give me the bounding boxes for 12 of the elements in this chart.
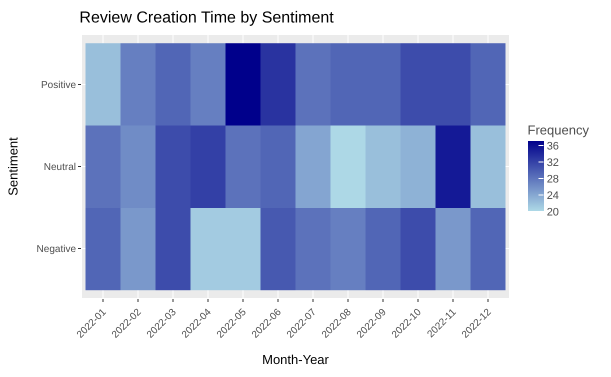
y-tick-label: Negative bbox=[36, 244, 76, 256]
color-bar-label: 36 bbox=[546, 140, 559, 152]
chart-title: Review Creation Time by Sentiment bbox=[79, 10, 334, 27]
y-tick-label: Neutral bbox=[44, 162, 76, 173]
color-bar-label: 20 bbox=[546, 206, 559, 218]
x-axis-title: Month-Year bbox=[262, 352, 330, 368]
color-bar-label: 24 bbox=[546, 190, 559, 202]
color-bar-label: 28 bbox=[546, 173, 559, 186]
color-bar-title: Frequency bbox=[528, 122, 590, 138]
y-tick-label: Positive bbox=[40, 80, 76, 91]
y-axis-title: Sentiment bbox=[5, 136, 20, 196]
color-bar-label: 32 bbox=[546, 156, 559, 169]
